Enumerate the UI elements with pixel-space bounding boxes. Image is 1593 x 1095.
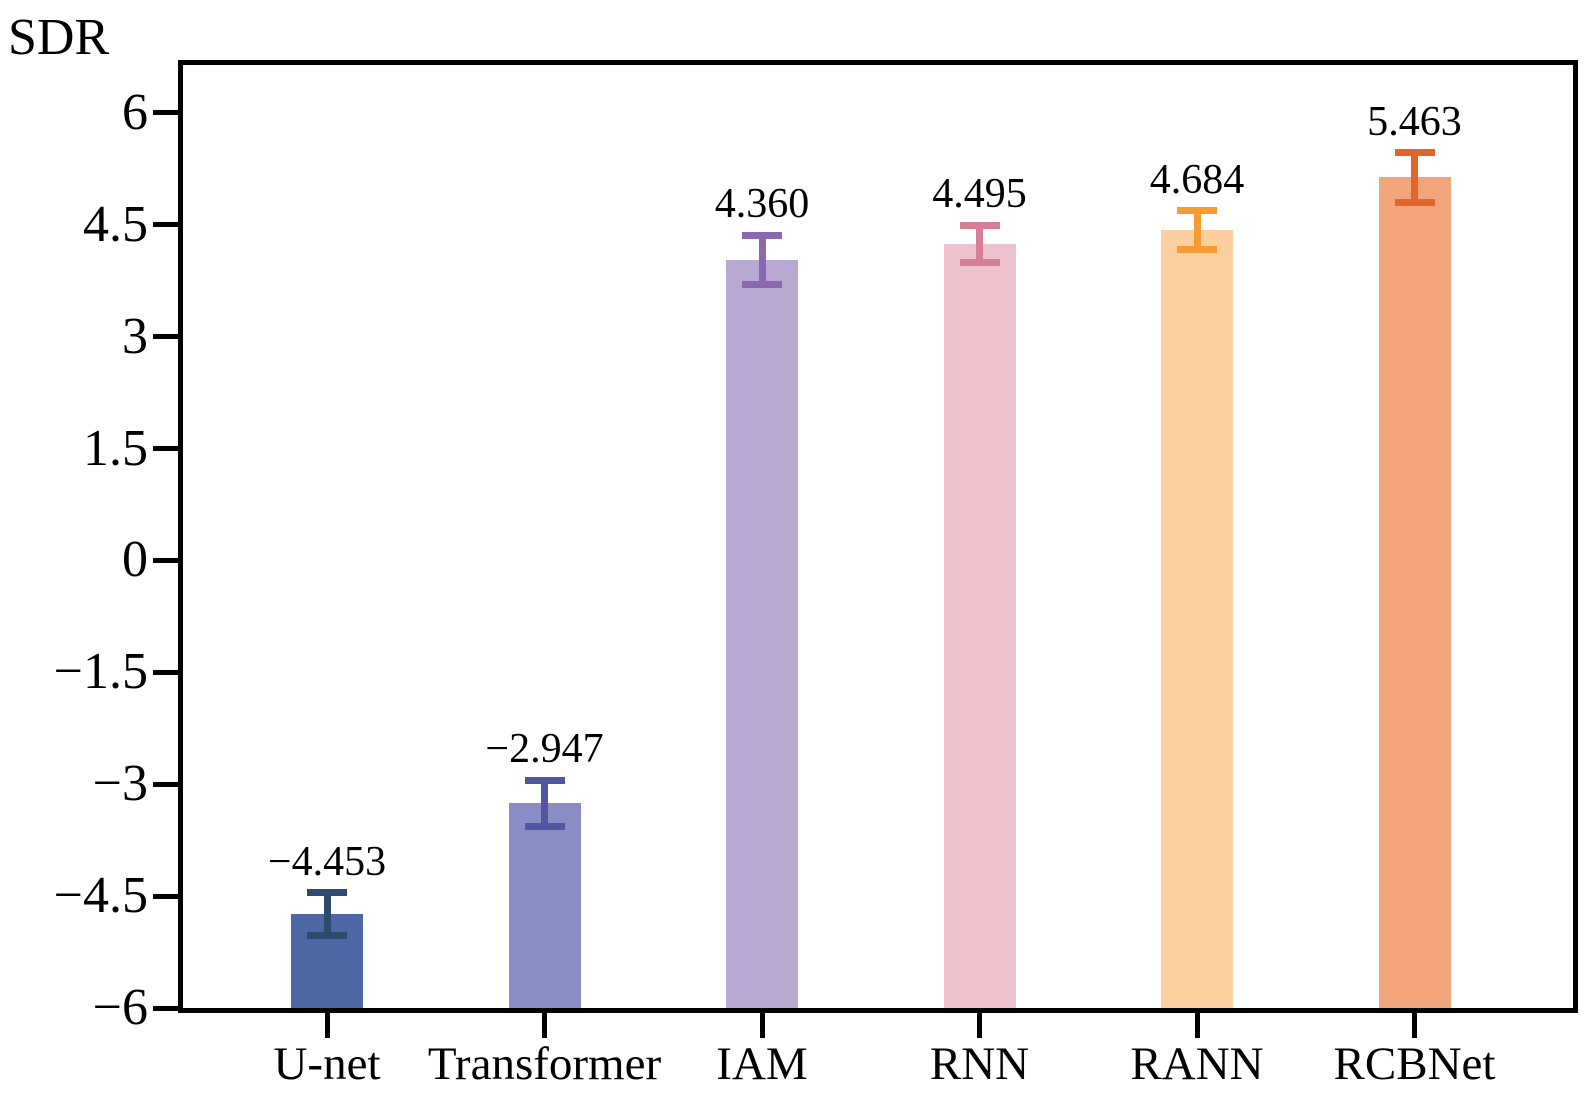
bar <box>1161 230 1233 1008</box>
bar <box>726 259 798 1008</box>
y-axis-title: SDR <box>8 9 110 66</box>
error-bar-cap <box>959 221 1000 229</box>
error-bar-cap <box>1394 149 1435 157</box>
bar-value-label: 4.495 <box>932 171 1027 218</box>
error-bar-cap <box>524 776 565 784</box>
y-tick <box>153 446 178 451</box>
bar-value-label: −4.453 <box>267 838 387 885</box>
x-tick <box>1194 1013 1200 1038</box>
y-tick-label: −3 <box>92 755 148 813</box>
y-tick <box>153 893 178 899</box>
bar-value-label: 4.360 <box>714 181 810 228</box>
x-tick-label: U-net <box>273 1038 381 1090</box>
y-tick-label: 3 <box>122 307 148 365</box>
x-tick-label: IAM <box>716 1038 808 1090</box>
y-tick <box>153 110 178 116</box>
bar <box>943 243 1016 1008</box>
y-tick <box>153 669 178 675</box>
y-tick <box>153 781 178 787</box>
y-tick-label: 0 <box>122 531 148 589</box>
x-tick-label: Transformer <box>427 1038 662 1090</box>
error-bar-cap <box>1177 246 1217 254</box>
bar-value-label: −2.947 <box>485 726 604 773</box>
error-bar-line <box>1193 210 1201 250</box>
y-tick-label: 1.5 <box>83 419 148 477</box>
x-tick <box>1412 1013 1417 1038</box>
y-tick <box>153 222 178 228</box>
error-bar-line <box>758 235 766 285</box>
y-tick <box>153 557 178 563</box>
y-tick <box>153 1005 178 1011</box>
error-bar-cap <box>959 258 1000 266</box>
x-tick <box>542 1013 547 1038</box>
y-tick-label: 6 <box>122 83 148 141</box>
error-bar-line <box>323 892 331 936</box>
error-bar-cap <box>307 932 347 940</box>
error-bar-cap <box>524 822 565 830</box>
x-tick <box>759 1013 765 1038</box>
bar-value-label: 4.684 <box>1149 156 1245 203</box>
y-tick <box>153 334 178 340</box>
error-bar-line <box>541 780 548 827</box>
x-tick-label: RANN <box>1130 1038 1264 1090</box>
error-bar-cap <box>742 231 782 239</box>
bar-value-label: 5.463 <box>1367 98 1462 145</box>
error-bar-line <box>976 225 983 263</box>
error-bar-cap <box>307 889 347 897</box>
bar <box>508 803 581 1008</box>
x-tick <box>324 1013 330 1038</box>
error-bar-cap <box>1177 207 1217 215</box>
error-bar-cap <box>1394 198 1435 206</box>
y-tick-label: 4.5 <box>83 195 148 253</box>
y-tick-label: −6 <box>92 979 148 1036</box>
x-tick-label: RCBNet <box>1333 1038 1496 1090</box>
y-tick-label: −4.5 <box>53 867 148 925</box>
y-tick-label: −1.5 <box>53 643 148 701</box>
x-tick <box>977 1013 982 1038</box>
error-bar-cap <box>742 280 782 288</box>
error-bar-line <box>1411 152 1418 203</box>
x-tick-label: RNN <box>929 1038 1030 1090</box>
bar <box>1378 177 1451 1008</box>
